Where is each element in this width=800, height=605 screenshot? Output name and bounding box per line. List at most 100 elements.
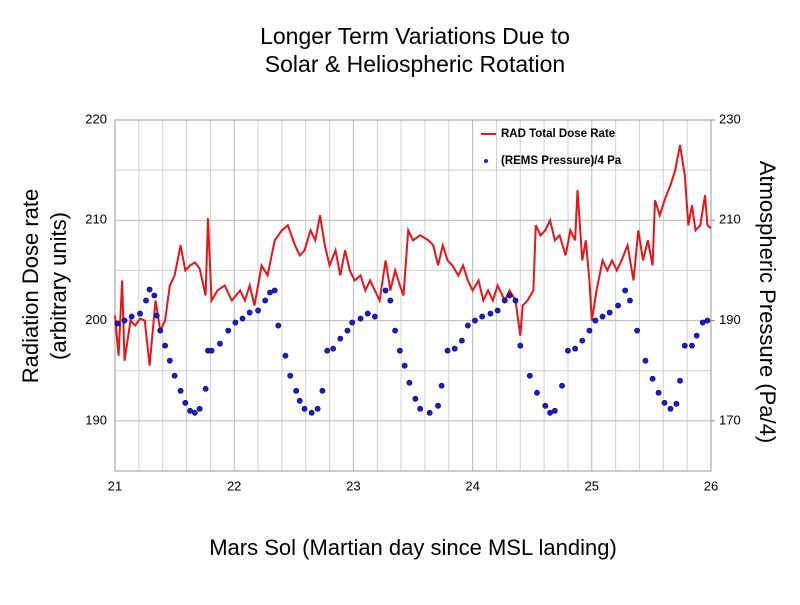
data-point xyxy=(324,347,331,354)
data-point xyxy=(364,310,371,317)
data-point xyxy=(606,309,613,316)
data-point xyxy=(392,327,399,334)
data-point xyxy=(121,317,128,324)
y2-tick-label: 170 xyxy=(719,412,741,427)
data-point xyxy=(262,297,269,304)
data-point xyxy=(137,310,143,317)
data-point xyxy=(649,375,656,382)
data-point xyxy=(559,382,565,389)
legend-swatch xyxy=(484,159,488,163)
data-point xyxy=(239,315,246,322)
data-point xyxy=(153,312,160,319)
data-point xyxy=(512,297,519,304)
data-point xyxy=(586,327,593,334)
data-point xyxy=(406,379,413,386)
data-point xyxy=(642,357,649,364)
x-tick-label: 23 xyxy=(346,478,360,493)
data-point xyxy=(177,387,184,394)
data-point xyxy=(216,340,223,347)
data-point xyxy=(128,313,135,320)
y2-tick-label: 210 xyxy=(719,212,741,227)
y-axis-label: (arbitrary units) xyxy=(46,212,71,360)
data-point xyxy=(282,352,289,359)
data-point xyxy=(349,319,356,326)
data-point xyxy=(542,402,549,409)
data-point xyxy=(451,345,458,352)
data-point xyxy=(191,409,198,416)
data-point xyxy=(319,387,326,394)
data-point xyxy=(661,399,668,406)
data-point xyxy=(344,327,351,334)
x-tick-label: 22 xyxy=(227,478,241,493)
y-tick-label: 200 xyxy=(85,312,107,327)
data-point xyxy=(444,347,451,354)
data-point xyxy=(622,287,629,294)
data-point xyxy=(157,327,164,334)
x-axis-label: Mars Sol (Martian day since MSL landing) xyxy=(209,535,617,560)
data-point xyxy=(330,345,337,352)
data-point xyxy=(143,297,149,304)
data-point xyxy=(534,389,540,396)
data-point xyxy=(458,337,465,344)
data-point xyxy=(232,319,239,326)
data-point xyxy=(275,322,282,329)
data-point xyxy=(114,320,121,327)
x-tick-label: 25 xyxy=(585,478,599,493)
data-point xyxy=(412,395,419,402)
data-point xyxy=(151,292,158,299)
data-point xyxy=(246,309,253,316)
data-point xyxy=(681,342,688,349)
data-point xyxy=(255,307,261,314)
data-point xyxy=(699,319,706,326)
data-point xyxy=(267,289,273,296)
data-point xyxy=(704,317,711,324)
plot-frame xyxy=(114,119,712,472)
y-tick-label: 220 xyxy=(85,111,107,126)
data-point xyxy=(171,372,178,379)
y2-axis-label: Atmospheric Pressure (Pa/4) xyxy=(755,161,780,443)
data-point xyxy=(627,297,633,304)
y-tick-label: 190 xyxy=(85,412,107,427)
legend-label: (REMS Pressure)/4 Pa xyxy=(501,155,622,167)
data-point xyxy=(202,385,209,392)
data-point xyxy=(371,313,378,320)
data-point xyxy=(196,405,203,412)
data-point xyxy=(166,357,173,364)
data-point xyxy=(426,409,433,416)
data-point xyxy=(396,347,403,354)
chart-title: Solar & Heliospheric Rotation xyxy=(265,51,565,77)
data-point xyxy=(592,317,599,324)
chart-title: Longer Term Variations Due to xyxy=(260,23,570,49)
data-point xyxy=(401,362,408,369)
data-point xyxy=(494,307,501,314)
data-point xyxy=(357,315,364,322)
data-point xyxy=(162,342,168,349)
data-point xyxy=(287,372,294,379)
x-tick-label: 24 xyxy=(465,478,479,493)
data-point xyxy=(551,407,558,414)
x-tick-label: 26 xyxy=(704,478,718,493)
data-point xyxy=(387,297,394,304)
data-point xyxy=(517,342,524,349)
data-point xyxy=(547,409,553,416)
data-point xyxy=(314,405,321,412)
y-axis-label: Radiation Dose rate xyxy=(18,189,43,383)
data-point xyxy=(296,397,303,404)
data-point xyxy=(634,327,640,334)
data-point xyxy=(208,347,215,354)
data-point xyxy=(293,387,300,394)
data-point xyxy=(689,342,695,349)
data-point xyxy=(271,287,278,294)
data-point xyxy=(572,345,579,352)
data-point xyxy=(187,407,193,414)
data-point xyxy=(382,287,389,294)
data-point xyxy=(435,402,441,409)
data-point xyxy=(417,405,424,412)
data-point xyxy=(308,409,315,416)
data-point xyxy=(677,377,683,384)
data-point xyxy=(565,347,571,354)
legend-label: RAD Total Dose Rate xyxy=(501,128,615,140)
data-point xyxy=(464,322,471,329)
y-tick-label: 210 xyxy=(85,212,107,227)
